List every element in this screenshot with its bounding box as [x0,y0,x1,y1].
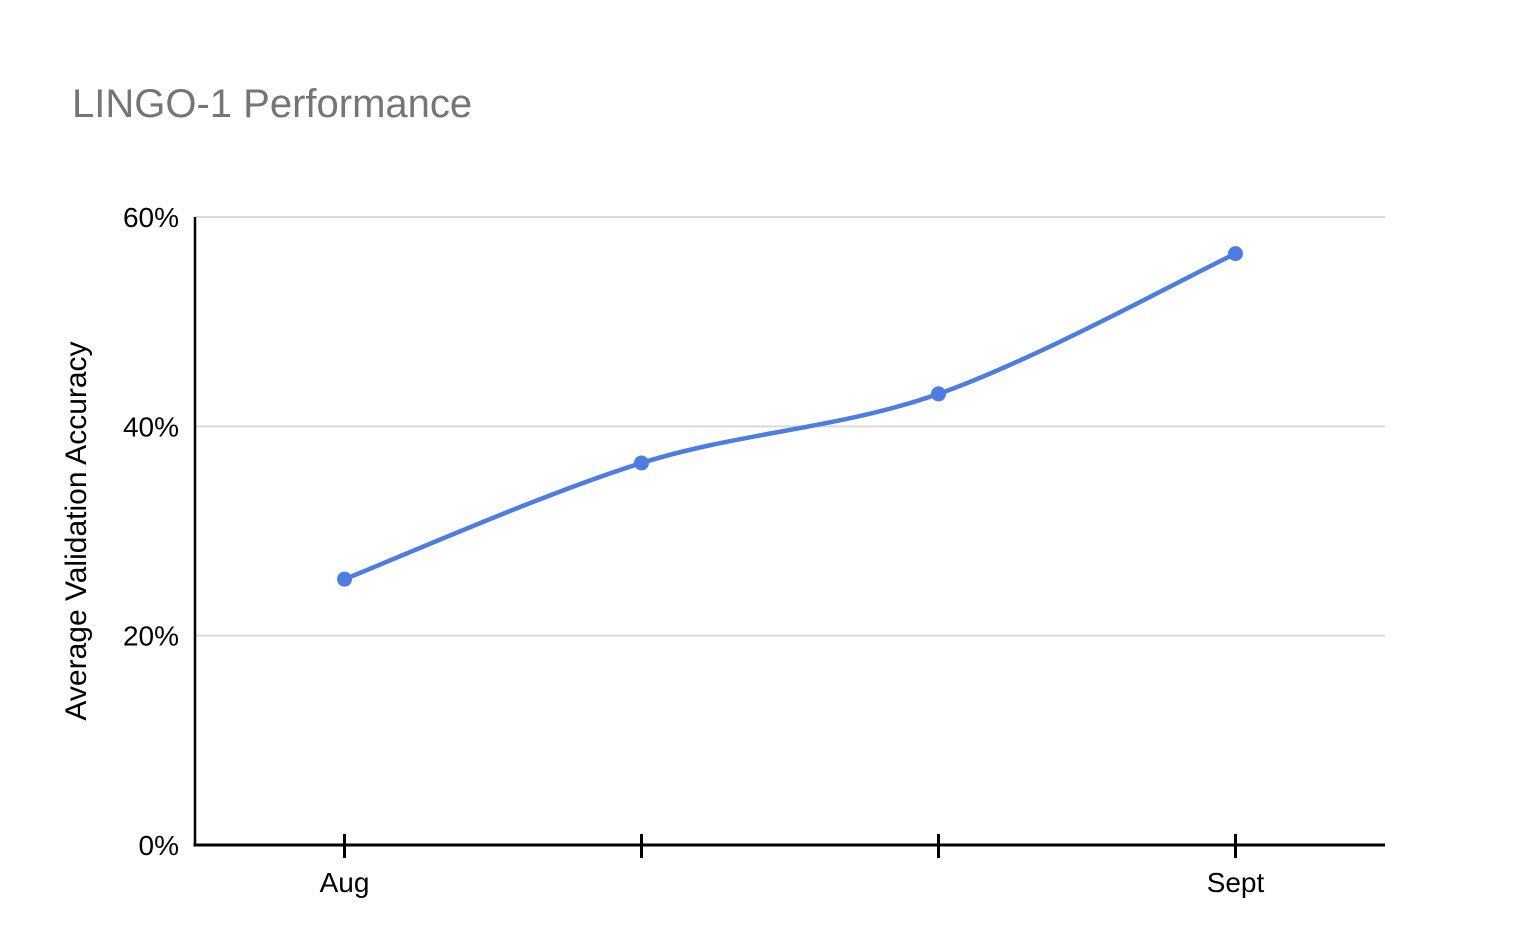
y-axis-title: Average Validation Accuracy [60,341,93,720]
series-average-validation-accuracy [337,246,1243,587]
data-point[interactable] [337,571,352,587]
y-tick-label: 60% [123,202,179,233]
axes [193,217,1385,858]
x-tick-label: Aug [320,867,370,898]
x-tick-label: Sept [1207,867,1265,898]
series-line [342,251,1238,582]
y-tick-label: 20% [123,621,179,652]
chart-title: LINGO-1 Performance [72,82,473,126]
axis-labels: 0% 20% 40% 60% Aug Sept [123,202,1265,898]
y-tick-label: 40% [123,411,179,442]
y-tick-label: 0% [139,830,179,861]
gridlines [195,216,1385,637]
data-point[interactable] [931,386,946,402]
data-point[interactable] [634,455,649,471]
data-point[interactable] [1228,246,1243,262]
